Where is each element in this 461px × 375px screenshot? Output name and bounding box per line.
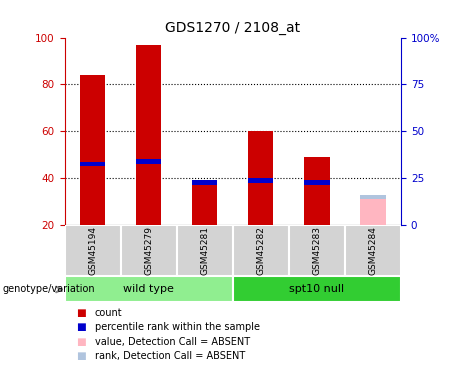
Text: wild type: wild type bbox=[123, 284, 174, 294]
Text: value, Detection Call = ABSENT: value, Detection Call = ABSENT bbox=[95, 337, 249, 346]
Text: GSM45194: GSM45194 bbox=[88, 226, 97, 275]
Bar bbox=[136, 159, 161, 164]
Text: rank, Detection Call = ABSENT: rank, Detection Call = ABSENT bbox=[95, 351, 245, 361]
Text: ■: ■ bbox=[76, 322, 86, 332]
Bar bbox=[304, 180, 330, 185]
Text: ■: ■ bbox=[76, 308, 86, 318]
Text: GSM45282: GSM45282 bbox=[256, 226, 266, 275]
Bar bbox=[248, 131, 273, 225]
Bar bbox=[345, 225, 401, 276]
Bar bbox=[192, 180, 218, 225]
Text: ■: ■ bbox=[76, 351, 86, 361]
Text: ■: ■ bbox=[76, 337, 86, 346]
Bar bbox=[121, 225, 177, 276]
Text: GSM45283: GSM45283 bbox=[313, 226, 321, 275]
Bar bbox=[248, 178, 273, 183]
Bar bbox=[177, 225, 233, 276]
Bar bbox=[65, 276, 233, 302]
Bar bbox=[80, 75, 105, 225]
Bar bbox=[192, 180, 218, 185]
Title: GDS1270 / 2108_at: GDS1270 / 2108_at bbox=[165, 21, 301, 35]
Bar bbox=[80, 162, 105, 166]
Text: GSM45284: GSM45284 bbox=[368, 226, 378, 275]
Text: spt10 null: spt10 null bbox=[290, 284, 344, 294]
Text: count: count bbox=[95, 308, 122, 318]
Bar bbox=[136, 45, 161, 225]
Text: percentile rank within the sample: percentile rank within the sample bbox=[95, 322, 260, 332]
Bar bbox=[361, 195, 386, 199]
Bar bbox=[233, 276, 401, 302]
Text: GSM45281: GSM45281 bbox=[200, 226, 209, 275]
Bar bbox=[304, 157, 330, 225]
Text: GSM45279: GSM45279 bbox=[144, 226, 153, 275]
Bar bbox=[233, 225, 289, 276]
Bar bbox=[361, 195, 386, 225]
Text: genotype/variation: genotype/variation bbox=[2, 285, 95, 294]
Bar bbox=[289, 225, 345, 276]
Bar bbox=[65, 225, 121, 276]
